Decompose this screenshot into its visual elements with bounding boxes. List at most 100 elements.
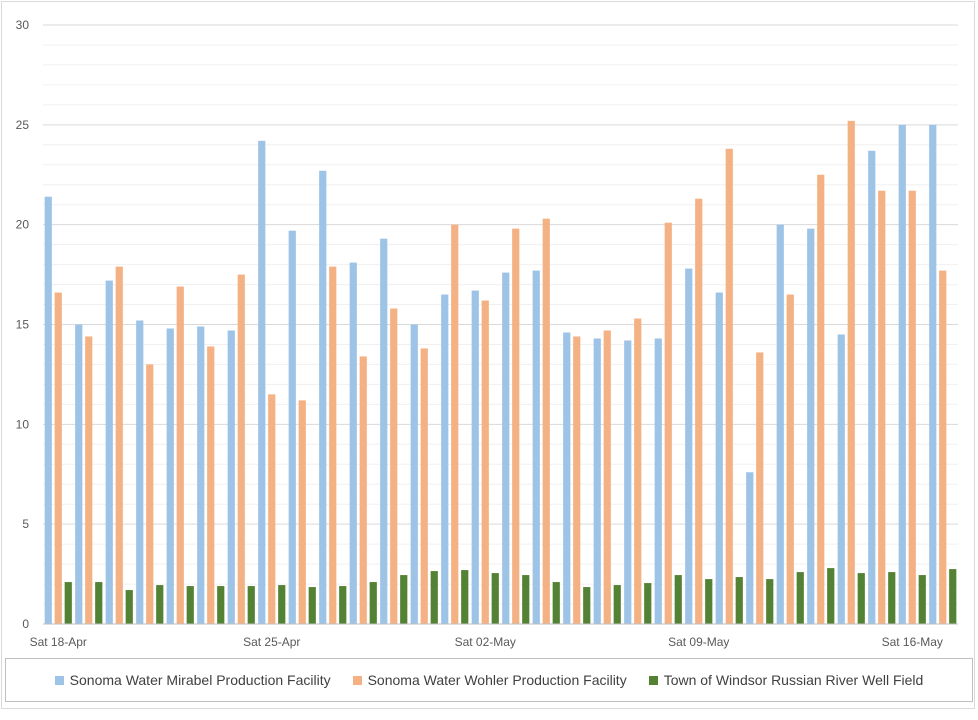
- bar-wohler: [573, 336, 581, 624]
- bar-mirabel: [136, 320, 144, 624]
- bar-windsor: [644, 583, 652, 624]
- x-tick-label: Sat 09-May: [668, 635, 729, 649]
- bar-windsor: [857, 573, 865, 624]
- bar-windsor: [522, 575, 530, 624]
- legend-swatch-windsor: [648, 675, 658, 685]
- bar-wohler: [786, 294, 794, 624]
- bar-wohler: [237, 274, 245, 624]
- y-tick-label: 30: [16, 18, 30, 32]
- bar-windsor: [278, 585, 286, 624]
- legend-label-mirabel: Sonoma Water Mirabel Production Facility: [69, 672, 331, 688]
- bar-wohler: [390, 308, 398, 624]
- bar-mirabel: [288, 230, 296, 624]
- x-tick-label: Sat 02-May: [455, 635, 516, 649]
- bar-wohler: [542, 218, 550, 624]
- bar-windsor: [735, 577, 743, 624]
- bar-wohler: [603, 330, 611, 624]
- bar-mirabel: [929, 124, 937, 624]
- bar-mirabel: [868, 150, 876, 625]
- bar-wohler: [176, 286, 184, 624]
- bar-windsor: [308, 587, 316, 624]
- bar-mirabel: [380, 238, 388, 624]
- y-tick-label: 25: [16, 118, 30, 132]
- bar-windsor: [339, 586, 347, 624]
- bar-wohler: [268, 394, 276, 624]
- bar-mirabel: [258, 140, 266, 624]
- bar-wohler: [329, 266, 337, 624]
- bar-windsor: [766, 579, 774, 624]
- bar-mirabel: [715, 292, 723, 624]
- bar-wohler: [725, 148, 733, 625]
- bar-mirabel: [319, 170, 327, 624]
- bar-wohler: [756, 352, 764, 624]
- bar-mirabel: [410, 324, 418, 624]
- legend-swatch-mirabel: [54, 675, 64, 685]
- bar-wohler: [115, 266, 123, 624]
- bar-wohler: [695, 198, 703, 624]
- bar-wohler: [634, 318, 642, 624]
- bar-wohler: [481, 300, 489, 624]
- bar-windsor: [217, 586, 225, 624]
- bar-wohler: [298, 400, 306, 624]
- bar-mirabel: [532, 270, 540, 624]
- y-tick-label: 5: [22, 517, 29, 531]
- legend-item-wohler: Sonoma Water Wohler Production Facility: [352, 672, 627, 688]
- bar-mirabel: [471, 290, 479, 624]
- bar-wohler: [878, 190, 886, 624]
- bar-mirabel: [441, 294, 449, 624]
- bar-mirabel: [75, 324, 83, 624]
- bar-wohler: [359, 356, 367, 624]
- bar-windsor: [461, 570, 469, 624]
- bar-wohler: [146, 364, 154, 624]
- bar-mirabel: [502, 272, 510, 624]
- bar-mirabel: [593, 338, 601, 624]
- legend-item-windsor: Town of Windsor Russian River Well Field: [648, 672, 923, 688]
- y-tick-label: 15: [16, 318, 30, 332]
- bar-windsor: [918, 575, 926, 624]
- bar-windsor: [125, 590, 133, 624]
- bar-mirabel: [227, 330, 235, 624]
- bar-windsor: [949, 569, 957, 624]
- bar-wohler: [54, 292, 62, 624]
- bar-mirabel: [898, 124, 906, 624]
- y-tick-label: 20: [16, 218, 30, 232]
- legend-swatch-wohler: [352, 675, 362, 685]
- bar-mirabel: [105, 280, 113, 624]
- bar-mirabel: [807, 228, 815, 624]
- bar-windsor: [369, 582, 377, 624]
- bar-windsor: [95, 582, 103, 624]
- bar-windsor: [674, 575, 682, 624]
- x-tick-label: Sat 18-Apr: [30, 635, 87, 649]
- bar-chart: 0 5 10 15 20 25 30 Sat 18-Apr Sat 25-Apr Sat 02-M…: [16, 18, 958, 649]
- x-tick-label: Sat 25-Apr: [243, 635, 300, 649]
- bar-mirabel: [166, 328, 174, 624]
- bar-windsor: [796, 572, 804, 624]
- bar-wohler: [85, 336, 93, 624]
- bar-wohler: [908, 190, 916, 624]
- bar-wohler: [847, 120, 855, 624]
- legend-item-mirabel: Sonoma Water Mirabel Production Facility: [54, 672, 331, 688]
- bar-wohler: [420, 348, 428, 624]
- bar-wohler: [664, 222, 672, 625]
- bar-windsor: [827, 568, 835, 624]
- bar-wohler: [817, 174, 825, 624]
- bar-mirabel: [44, 196, 52, 624]
- bar-wohler: [207, 346, 215, 624]
- bar-mirabel: [197, 326, 205, 624]
- bar-windsor: [186, 586, 194, 624]
- bar-windsor: [156, 585, 164, 624]
- bar-mirabel: [624, 340, 632, 624]
- bar-windsor: [247, 586, 255, 624]
- bar-mirabel: [654, 338, 662, 624]
- bar-mirabel: [776, 224, 784, 625]
- bar-mirabel: [563, 332, 571, 624]
- bar-windsor: [491, 573, 499, 624]
- bar-windsor: [552, 582, 560, 624]
- bar-mirabel: [349, 262, 357, 624]
- bar-wohler: [512, 228, 520, 624]
- bar-windsor: [64, 582, 72, 624]
- bar-mirabel: [746, 472, 754, 624]
- bar-mirabel: [685, 268, 693, 624]
- bar-mirabel: [837, 334, 845, 624]
- bar-windsor: [583, 587, 591, 624]
